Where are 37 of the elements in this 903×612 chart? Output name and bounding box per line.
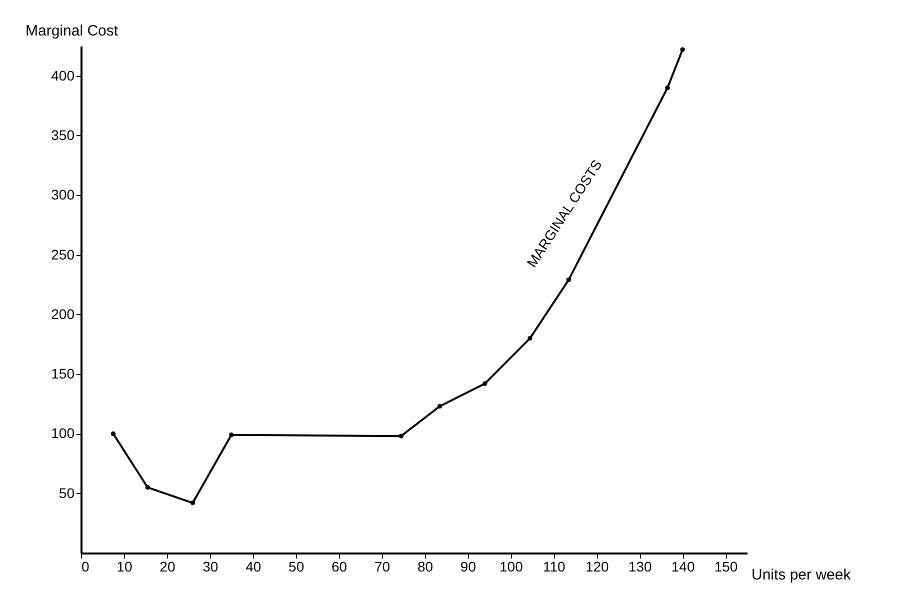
point — [145, 485, 150, 490]
x-tick-label: 140 — [671, 558, 695, 574]
point — [680, 47, 685, 52]
y-tick-label: 150 — [51, 366, 75, 382]
x-tick-label: 10 — [116, 558, 132, 574]
point — [110, 431, 116, 436]
point — [665, 85, 670, 90]
y-tick-label: 300 — [51, 186, 75, 203]
point — [528, 336, 532, 341]
x-tick-label: 150 — [714, 558, 738, 574]
x-tick-label: 80 — [417, 558, 434, 574]
point — [437, 404, 442, 409]
x-tick-label: 30 — [202, 558, 218, 574]
x-tick-label: 120 — [585, 558, 610, 574]
x-tick-label: 20 — [160, 558, 176, 574]
y-tick-label: 50 — [58, 484, 75, 501]
point — [190, 500, 196, 506]
x-tick-label: 90 — [460, 558, 476, 574]
y-tick-label: 250 — [51, 246, 75, 262]
y-tick-label: 200 — [51, 306, 75, 322]
x-tick-label: 60 — [332, 558, 348, 574]
x-tick-label: 0 — [82, 558, 90, 574]
y-tick-label: 100 — [51, 425, 75, 442]
y-tick-label: 350 — [51, 126, 75, 143]
point — [482, 381, 488, 386]
x-tick-label: 70 — [374, 558, 390, 574]
x-tick-label: 130 — [628, 558, 652, 574]
x-tick-label: 100 — [500, 558, 524, 574]
y-tick-label: 400 — [51, 67, 75, 84]
point — [566, 277, 572, 282]
point — [229, 432, 234, 438]
y-axis-title: Marginal Cost — [26, 22, 119, 40]
x-tick-label: 50 — [288, 558, 304, 574]
point — [398, 434, 404, 438]
x-tick-label: 110 — [542, 558, 566, 574]
x-axis-title: Units per week — [752, 566, 852, 584]
x-tick-label: 40 — [246, 558, 262, 574]
